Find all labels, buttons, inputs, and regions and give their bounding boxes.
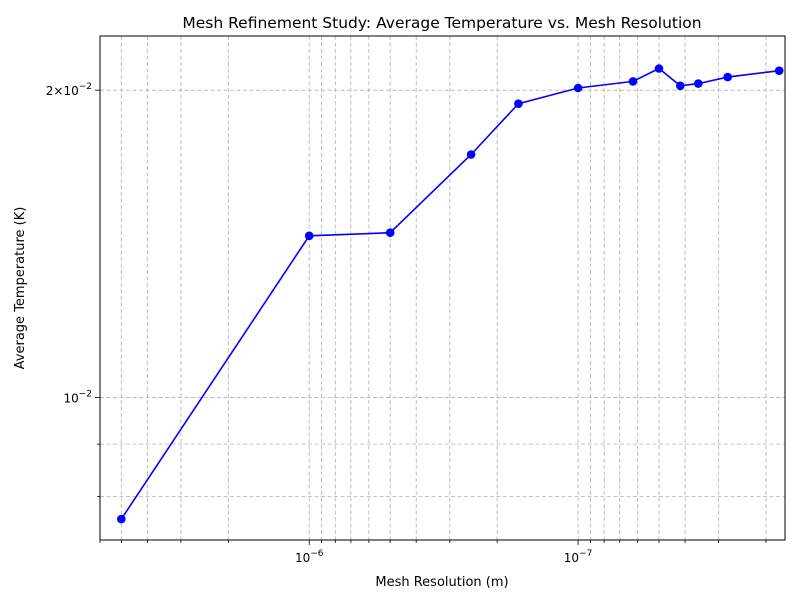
data-point (774, 66, 784, 75)
grid-lines (99, 36, 785, 540)
data-point (385, 228, 395, 237)
plot-frame (99, 35, 786, 541)
y-tick-label: 10−2 (63, 389, 92, 405)
data-point (514, 99, 523, 108)
series-line (120, 67, 780, 520)
data-point (654, 64, 664, 73)
y-axis-label: Average Temperature (K) (13, 207, 28, 370)
data-point (723, 72, 732, 82)
chart-title: Mesh Refinement Study: Average Temperatu… (182, 14, 701, 32)
data-point (694, 79, 703, 88)
data-point (304, 231, 314, 241)
x-tick-label: 10−7 (564, 549, 593, 565)
tick-marks (95, 89, 767, 545)
x-tick-label: 10−6 (295, 549, 324, 565)
data-series (117, 64, 784, 524)
data-point (466, 150, 476, 159)
tick-labels: 10−6 10−7 10−2 2×10−2 (46, 82, 593, 565)
data-point (676, 81, 685, 91)
data-point (573, 83, 583, 93)
data-point (117, 514, 126, 524)
y-tick-label: 2×10−2 (46, 82, 92, 98)
x-axis-label: Mesh Resolution (m) (375, 575, 508, 590)
data-point (628, 77, 638, 86)
